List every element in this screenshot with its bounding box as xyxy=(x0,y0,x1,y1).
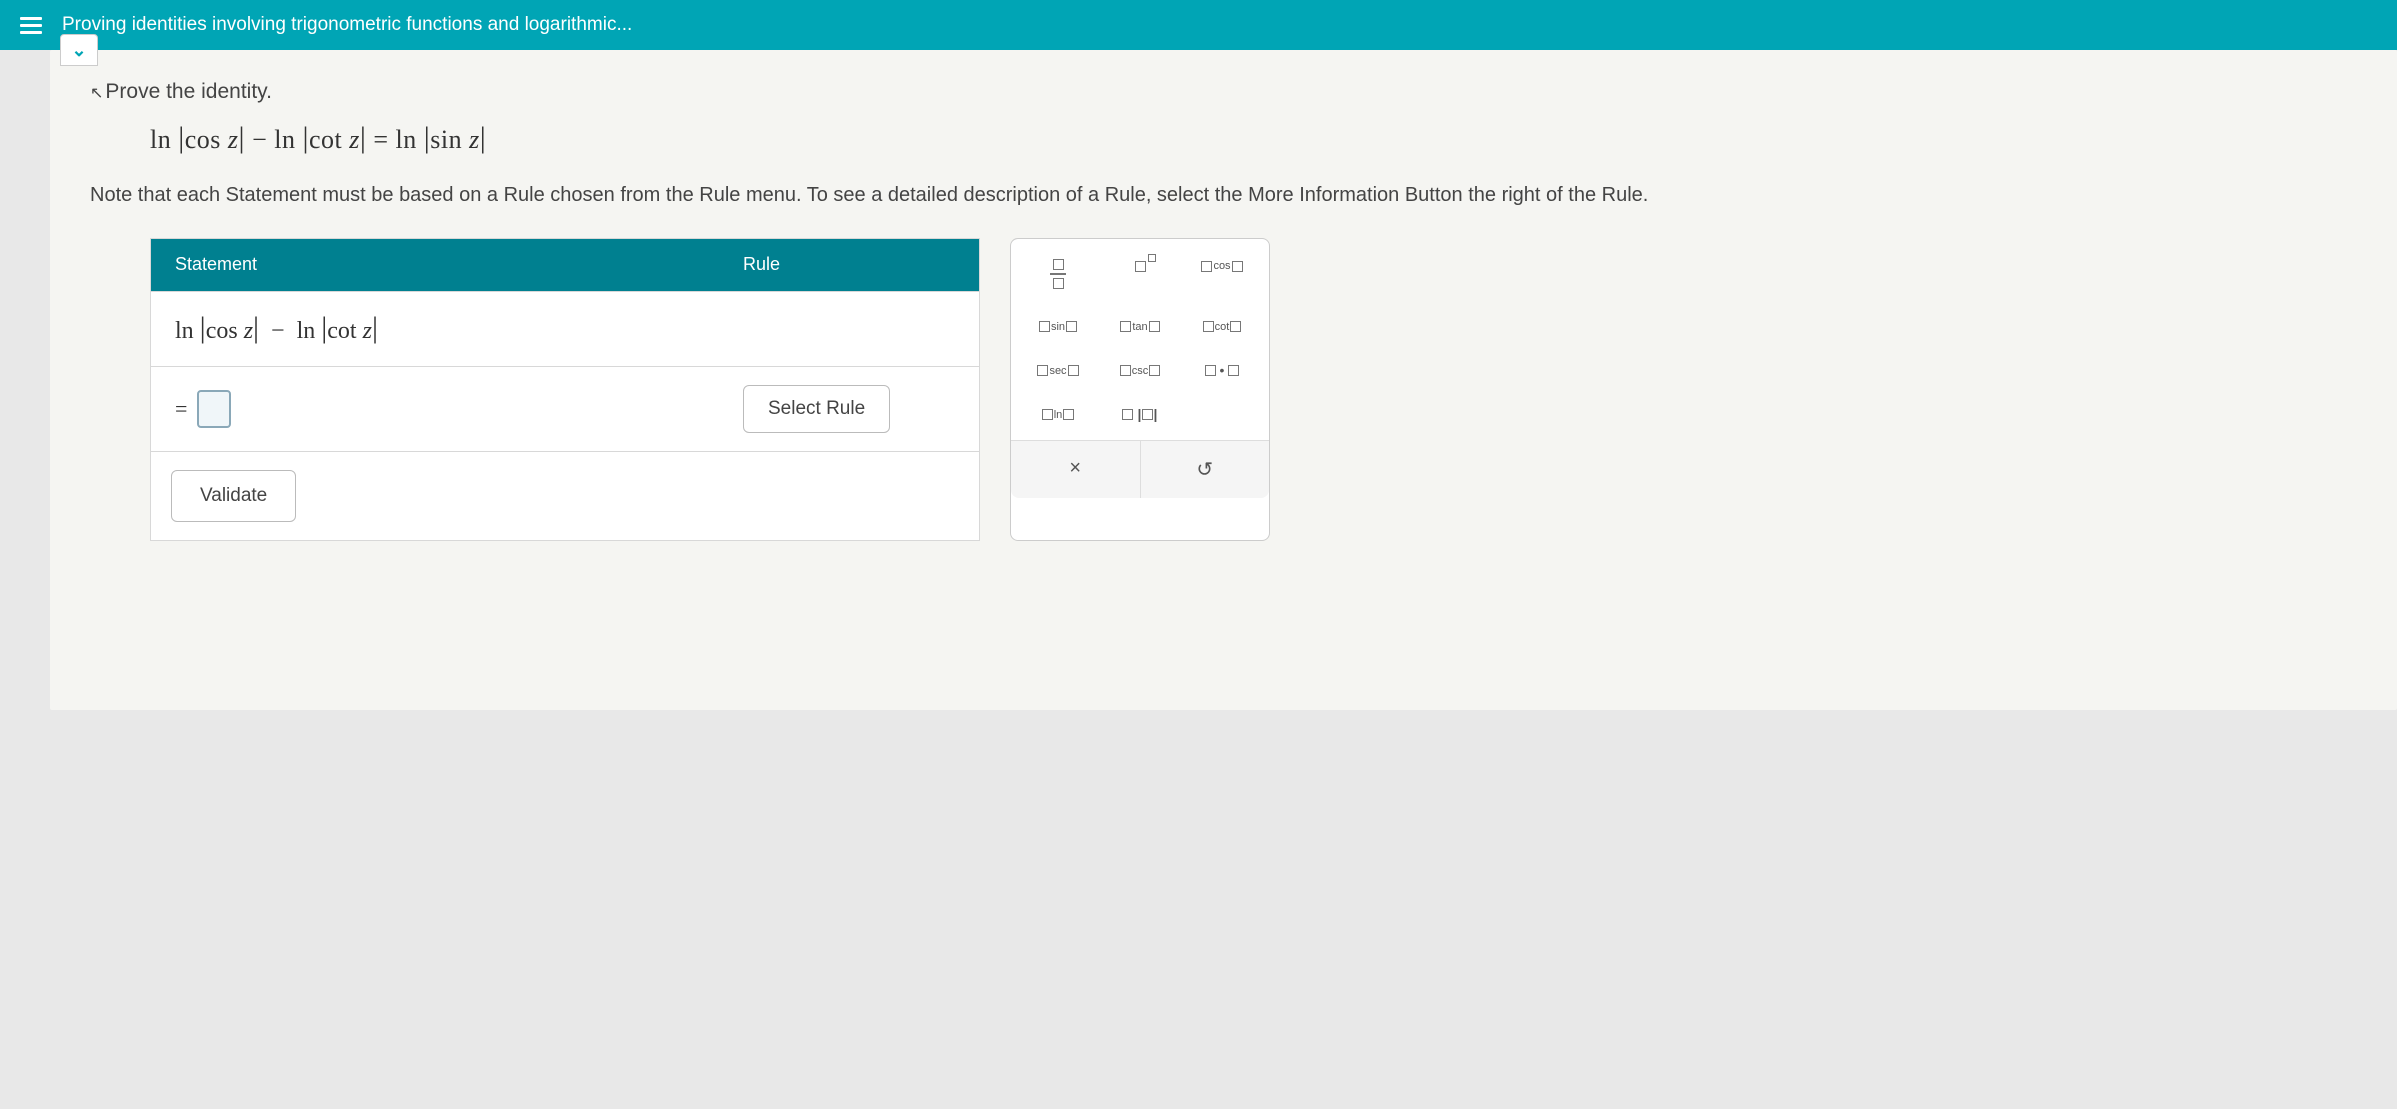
reset-icon: ↺ xyxy=(1196,459,1213,481)
proof-table-header: Statement Rule xyxy=(151,239,979,291)
palette-reset-button[interactable]: ↺ xyxy=(1140,441,1270,498)
proof-table: Statement Rule ln |cos z| − ln |cot z| =… xyxy=(150,238,980,541)
math-palette: cos sin tan cot sec csc • xyxy=(1010,238,1270,541)
x-icon: × xyxy=(1069,457,1081,479)
chevron-down-icon: ⌄ xyxy=(71,40,86,61)
palette-ln-button[interactable]: ln xyxy=(1028,406,1088,422)
validate-button[interactable]: Validate xyxy=(171,470,296,522)
main-panel: ⌄ ↖Prove the identity. ln |cos z| − ln |… xyxy=(50,50,2397,710)
note-text: Note that each Statement must be based o… xyxy=(90,180,2357,210)
palette-close-button[interactable]: × xyxy=(1011,441,1140,498)
page-header: Proving identities involving trigonometr… xyxy=(0,0,2397,50)
proof-row-input: = Select Rule xyxy=(151,366,979,451)
palette-sec-button[interactable]: sec xyxy=(1028,362,1088,378)
identity-equation: ln |cos z| − ln |cot z| = ln |sin z| xyxy=(150,122,2357,156)
palette-exponent-button[interactable] xyxy=(1110,257,1170,290)
palette-fraction-button[interactable] xyxy=(1028,257,1088,290)
column-header-statement: Statement xyxy=(151,239,719,291)
palette-abs-button[interactable]: || xyxy=(1110,406,1170,422)
equals-sign: = xyxy=(175,396,187,422)
expression-input[interactable] xyxy=(197,390,231,428)
given-rule-cell xyxy=(719,292,979,366)
validate-row: Validate xyxy=(151,451,979,540)
proof-row-given: ln |cos z| − ln |cot z| xyxy=(151,291,979,366)
palette-cos-button[interactable]: cos xyxy=(1192,257,1252,290)
prompt-instruction-text: Prove the identity. xyxy=(105,80,272,103)
select-rule-button[interactable]: Select Rule xyxy=(743,385,890,433)
work-area: Statement Rule ln |cos z| − ln |cot z| =… xyxy=(150,238,2357,541)
palette-cot-button[interactable]: cot xyxy=(1192,318,1252,334)
palette-multiply-button[interactable]: • xyxy=(1192,362,1252,378)
palette-empty-slot xyxy=(1192,406,1252,422)
palette-tan-button[interactable]: tan xyxy=(1110,318,1170,334)
palette-sin-button[interactable]: sin xyxy=(1028,318,1088,334)
page-title: Proving identities involving trigonometr… xyxy=(62,14,632,36)
column-header-rule: Rule xyxy=(719,239,979,291)
collapse-tab[interactable]: ⌄ xyxy=(60,34,98,66)
palette-csc-button[interactable]: csc xyxy=(1110,362,1170,378)
cursor-icon: ↖ xyxy=(90,83,103,103)
prompt-instruction: ↖Prove the identity. xyxy=(90,80,2357,104)
hamburger-icon[interactable] xyxy=(20,17,42,34)
given-expression: ln |cos z| − ln |cot z| xyxy=(151,292,719,366)
